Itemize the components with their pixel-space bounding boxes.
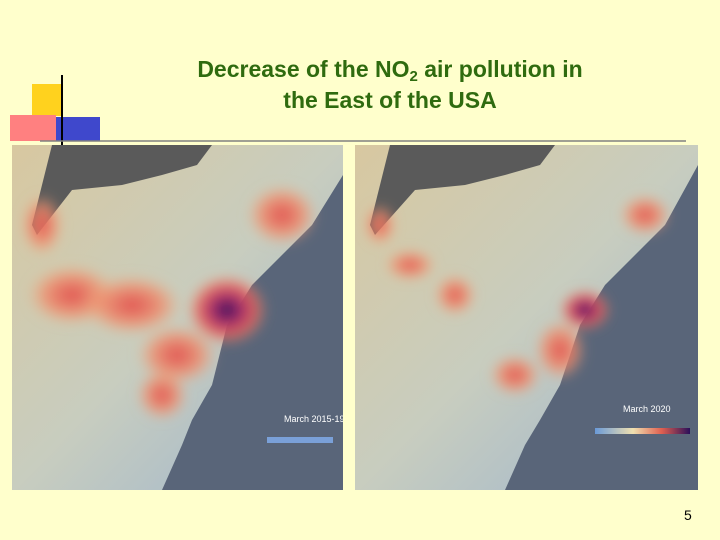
map-caption: March 2020: [623, 404, 671, 414]
map-before: March 2015-19: [12, 145, 343, 490]
slide-title: Decrease of the NO2 air pollution in the…: [90, 54, 690, 116]
blue-square: [56, 117, 100, 141]
title-text: the East of the USA: [283, 87, 497, 113]
yellow-square: [32, 84, 62, 116]
title-text: Decrease of the NO: [197, 56, 410, 82]
red-square: [10, 115, 56, 141]
title-subscript: 2: [409, 68, 418, 85]
map-after: March 2020: [355, 145, 698, 490]
page-number: 5: [684, 507, 692, 523]
map-caption: March 2015-19: [284, 414, 343, 424]
title-text: air pollution in: [417, 56, 583, 82]
